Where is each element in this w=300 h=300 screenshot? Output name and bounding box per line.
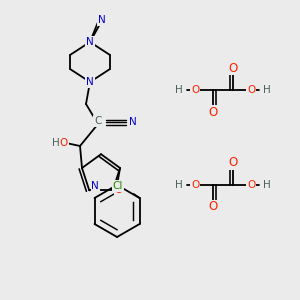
Text: N: N [92, 182, 99, 191]
Text: O: O [191, 85, 199, 95]
Text: O: O [247, 180, 255, 190]
Text: H: H [175, 180, 183, 190]
Text: H: H [175, 85, 183, 95]
Text: N: N [98, 15, 106, 25]
Text: H: H [263, 85, 271, 95]
Text: N: N [86, 77, 94, 87]
Text: O: O [208, 200, 217, 214]
Text: O: O [191, 180, 199, 190]
Text: O: O [60, 138, 68, 148]
Text: O: O [228, 157, 238, 169]
Text: O: O [247, 85, 255, 95]
Text: N: N [129, 117, 137, 127]
Text: C: C [94, 116, 102, 126]
Text: O: O [208, 106, 217, 118]
Text: H: H [52, 138, 60, 148]
Text: O: O [228, 61, 238, 74]
Text: Cl: Cl [112, 181, 123, 191]
Text: O: O [115, 185, 123, 195]
Text: N: N [86, 37, 94, 47]
Text: H: H [263, 180, 271, 190]
